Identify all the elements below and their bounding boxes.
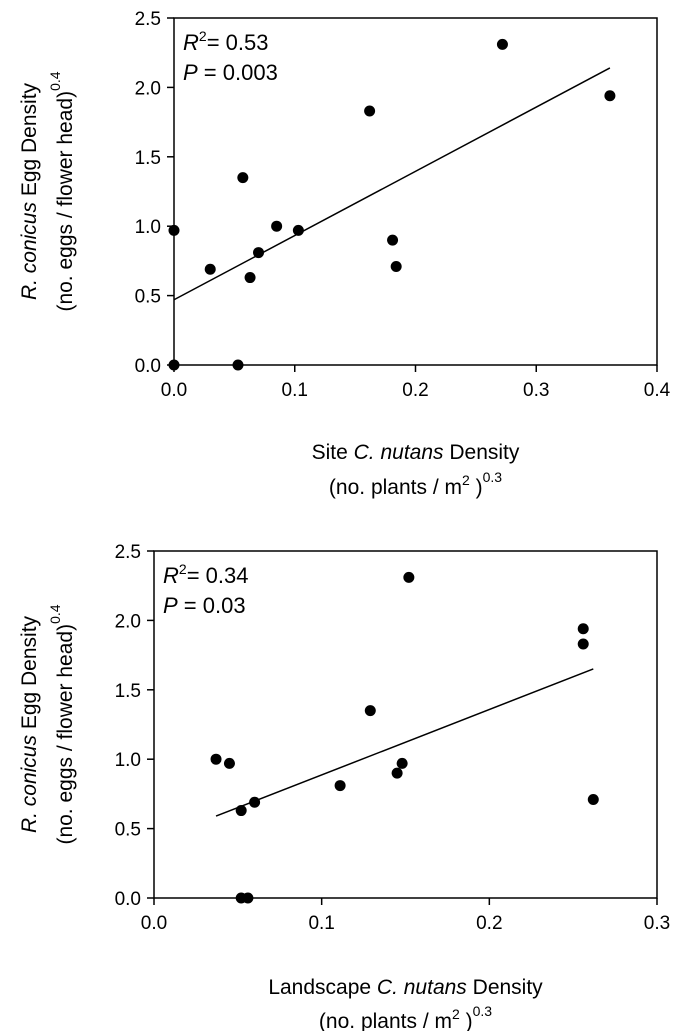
data-point (403, 571, 415, 583)
y-tick-label: 2.0 (135, 78, 161, 99)
annotation-r-squared: R2= 0.34 (163, 561, 248, 588)
regression-line (215, 668, 594, 817)
data-point (292, 224, 304, 236)
x-tick-label: 0.1 (282, 380, 308, 401)
x-tick-label: 0.4 (644, 380, 671, 401)
x-axis-title-part: Density (444, 441, 520, 464)
data-point (244, 272, 256, 284)
y-axis-title-part: Egg Density (18, 82, 41, 202)
annotation-p-value: P = 0.003 (183, 60, 278, 85)
x-axis-unit-text: (no. plants / m (319, 1010, 452, 1031)
annotation-p-letter: P (163, 593, 178, 618)
x-axis-unit-exponent: 0.3 (483, 469, 503, 485)
annotation-r-letter: R (163, 563, 179, 588)
chart-panel-1: 0.0 0.1 0.2 0.3 0.40.00.51.01.52.02.5R2= 0.5… (18, 9, 671, 499)
x-tick-label: 0.2 (402, 380, 428, 401)
x-tick-label: 0.0 (161, 380, 187, 401)
x-axis-title: Landscape C. nutans Density (268, 976, 543, 999)
data-point (237, 172, 249, 184)
data-point (334, 780, 346, 792)
x-axis-unit-text: ) (460, 1010, 473, 1031)
y-axis-unit-exponent: 0.4 (47, 71, 63, 91)
annotation-r-squared: R2= 0.53 (183, 28, 268, 55)
data-point (577, 623, 589, 635)
data-point (210, 753, 222, 765)
y-tick-label: 2.5 (115, 542, 141, 563)
x-tick-label: 0.1 (308, 913, 334, 934)
data-point (271, 220, 283, 232)
y-tick-label: 0.0 (135, 356, 161, 377)
y-axis-title-part: R. conicus (18, 202, 41, 301)
x-axis-title: Site C. nutans Density (312, 441, 520, 464)
y-axis-unit-text: (no. eggs / flower head) (54, 91, 77, 312)
y-axis-unit: (no. eggs / flower head)0.4 (47, 71, 77, 311)
data-point (168, 359, 180, 371)
annotation-r-superscript: 2 (179, 561, 187, 577)
data-point (249, 796, 261, 808)
y-axis-title-part: R. conicus (18, 735, 41, 834)
x-tick-label: 0.0 (141, 913, 167, 934)
annotation-r-letter: R (183, 30, 199, 55)
x-axis-title-part: C. nutans (377, 976, 467, 999)
annotation-r-superscript: 2 (199, 28, 207, 44)
data-point (387, 234, 399, 246)
data-point (204, 263, 216, 275)
y-tick-label: 2.5 (135, 9, 161, 30)
x-axis-title-part: Density (467, 976, 543, 999)
data-point (604, 90, 616, 102)
data-point (232, 359, 244, 371)
y-tick-label: 1.5 (115, 681, 141, 702)
x-tick-label: 0.3 (644, 913, 670, 934)
x-axis-title-part: Site (312, 441, 354, 464)
y-tick-label: 1.0 (115, 750, 141, 771)
x-axis-unit-exponent: 0.3 (473, 1003, 493, 1019)
data-point (253, 247, 265, 259)
chart-panel-2: 0.0 0.1 0.2 0.30.00.51.01.52.02.5R2= 0.34P … (18, 542, 670, 1031)
annotation-p-text: = 0.003 (198, 60, 278, 85)
y-axis-unit-text: (no. eggs / flower head) (54, 624, 77, 845)
data-point (223, 757, 235, 769)
x-axis-unit-text: ) (470, 476, 483, 499)
data-point (242, 892, 254, 904)
data-point (364, 705, 376, 717)
y-tick-label: 1.0 (135, 217, 161, 238)
x-axis-title-part: C. nutans (354, 441, 444, 464)
x-axis-title-part: Landscape (268, 976, 377, 999)
y-tick-label: 0.5 (115, 820, 141, 841)
annotation-r-value: = 0.34 (187, 563, 249, 588)
data-point (496, 38, 508, 50)
axes-frame (153, 550, 658, 899)
y-tick-label: 0.0 (115, 889, 141, 910)
y-axis-unit-exponent: 0.4 (47, 604, 63, 624)
x-axis-unit-text: (no. plants / m (329, 476, 462, 499)
y-tick-label: 0.5 (135, 287, 161, 308)
y-axis-title: R. conicus Egg Density (18, 82, 41, 300)
data-point (364, 105, 376, 117)
y-tick-label: 2.0 (115, 611, 141, 632)
annotation-p-letter: P (183, 60, 198, 85)
regression-line (173, 67, 611, 301)
y-tick-label: 1.5 (135, 148, 161, 169)
x-axis-unit: (no. plants / m2 )0.3 (329, 469, 502, 499)
annotation-r-value: = 0.53 (207, 30, 269, 55)
data-point (390, 260, 402, 272)
y-axis-title-part: Egg Density (18, 615, 41, 735)
data-point (391, 767, 403, 779)
data-point (396, 757, 408, 769)
x-axis-unit-superscript: 2 (452, 1006, 460, 1022)
data-point (235, 805, 247, 817)
x-tick-label: 0.2 (476, 913, 502, 934)
data-point (168, 224, 180, 236)
y-axis-title: R. conicus Egg Density (18, 615, 41, 833)
annotation-p-text: = 0.03 (178, 593, 246, 618)
y-axis-unit: (no. eggs / flower head)0.4 (47, 604, 77, 844)
x-tick-label: 0.3 (523, 380, 549, 401)
data-point (577, 638, 589, 650)
data-point (587, 793, 599, 805)
annotation-p-value: P = 0.03 (163, 593, 246, 618)
x-axis-unit: (no. plants / m2 )0.3 (319, 1003, 492, 1031)
x-axis-unit-superscript: 2 (462, 472, 470, 488)
